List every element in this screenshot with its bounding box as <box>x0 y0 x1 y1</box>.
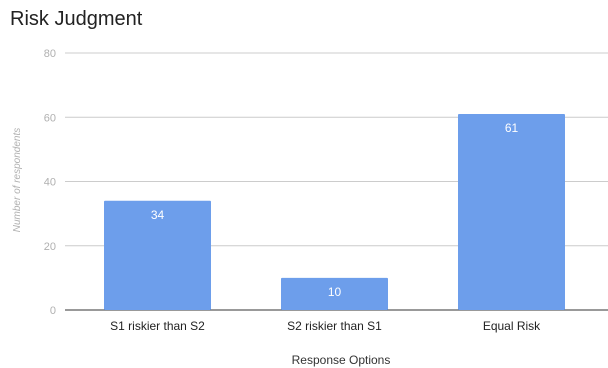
y-tick-label: 20 <box>44 241 56 253</box>
data-label: 61 <box>505 121 519 135</box>
x-axis-label: Response Options <box>292 353 391 367</box>
data-labels: 34 10 61 <box>151 121 519 299</box>
x-category-labels: S1 riskier than S2 S2 riskier than S1 Equa… <box>110 319 541 333</box>
y-tick-label: 60 <box>44 112 56 124</box>
x-category-label: S1 riskier than S2 <box>110 319 205 333</box>
bar <box>104 200 211 310</box>
y-tick-label: 0 <box>50 305 56 317</box>
x-category-label: S2 riskier than S1 <box>287 319 382 333</box>
chart-title: Risk Judgment <box>10 8 143 30</box>
y-tick-labels: 0 20 40 60 80 <box>44 48 56 317</box>
bar <box>281 277 388 310</box>
data-label: 34 <box>151 208 165 222</box>
y-axis-label: Number of respondents <box>12 128 23 233</box>
y-tick-label: 40 <box>44 177 56 189</box>
x-category-label: Equal Risk <box>483 319 541 333</box>
bar <box>458 114 565 310</box>
y-tick-label: 80 <box>44 48 56 60</box>
bars <box>104 114 565 310</box>
data-label: 10 <box>328 285 342 299</box>
